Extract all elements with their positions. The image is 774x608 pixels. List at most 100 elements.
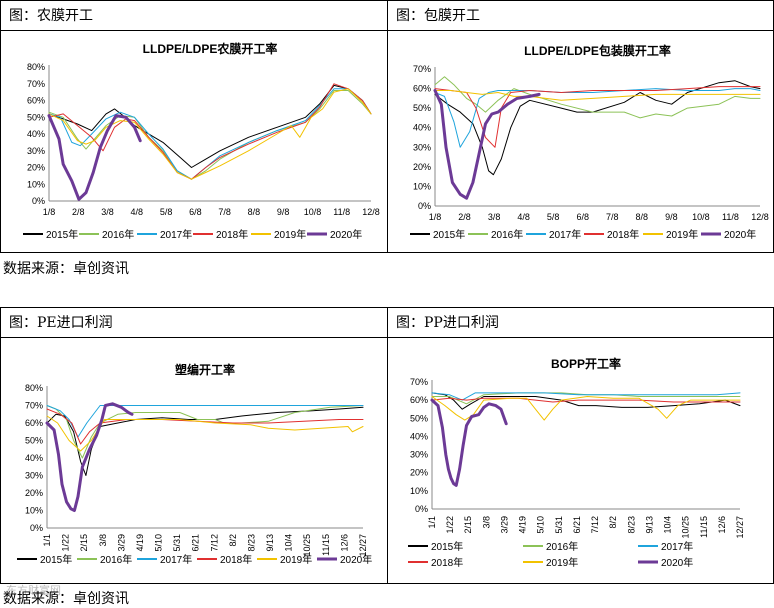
legend-label: 2020年 (661, 556, 693, 569)
x-tick-label: 11/8 (722, 212, 739, 222)
x-tick-label: 6/8 (189, 207, 202, 217)
x-tick-label: 10/4 (284, 534, 294, 552)
series-line-2019年 (48, 88, 372, 180)
series-line-2020年 (433, 89, 541, 200)
legend-label: 2019年 (274, 228, 306, 241)
x-tick-label: 10/25 (302, 534, 312, 557)
y-tick-label: 30% (27, 146, 45, 156)
y-tick-label: 40% (25, 453, 43, 463)
series-line-2017年 (48, 88, 372, 180)
legend-label: 2017年 (661, 540, 693, 553)
x-tick-label: 2/8 (458, 212, 471, 222)
chart-agri-film: LLDPE/LDPE农膜开工率 0% 10% 20% 30% 40% 50% 60% 70% 80… (23, 41, 380, 241)
chart-panel-packaging-film: 图：包膜开工 LLDPE/LDPE包装膜开工率 0% 10% 20% 30% 40% 50%… (387, 0, 774, 253)
y-tick-label: 50% (27, 112, 45, 122)
y-tick-label: 60% (410, 395, 428, 405)
y-tick-label: 80% (27, 62, 45, 72)
y-tick-label: 40% (27, 129, 45, 139)
panel-title: 图：农膜开工 (1, 1, 387, 31)
legend-label: 2016年 (491, 228, 523, 241)
series-line-2015年 (46, 406, 364, 476)
x-tick-label: 3/8 (488, 212, 501, 222)
chart-panel-bopp: 图：PP进口利润 BOPP开工率 0% 10% 20% 30% 40% 50% 60% 70% 1… (387, 307, 774, 584)
x-tick-label: 6/8 (576, 212, 589, 222)
source-note: 数据来源：卓创资讯 (3, 261, 129, 277)
x-tick-label: 7/8 (218, 207, 231, 217)
x-tick-label: 5/31 (554, 516, 564, 534)
x-tick-label: 5/10 (154, 534, 164, 552)
panel-title: 图：PP进口利润 (388, 308, 773, 338)
legend-label: 2018年 (220, 553, 252, 566)
x-tick-label: 3/29 (116, 534, 126, 552)
series-line-2015年 (431, 392, 741, 410)
watermark: 东方财富网 (6, 584, 61, 597)
y-tick-label: 30% (410, 450, 428, 460)
x-tick-label: 4/19 (518, 516, 528, 534)
y-tick-label: 50% (25, 436, 43, 446)
legend-label: 2015年 (40, 553, 72, 566)
x-tick-label: 1/8 (429, 212, 442, 222)
legend-label: 2017年 (549, 228, 581, 241)
x-tick-label: 1/22 (61, 534, 71, 552)
legend-label: 2015年 (433, 228, 465, 241)
y-tick-label: 50% (410, 413, 428, 423)
y-tick-label: 10% (27, 179, 45, 189)
x-tick-label: 10/4 (663, 516, 673, 534)
legend-label: 2017年 (160, 228, 192, 241)
x-tick-label: 8/23 (246, 534, 256, 552)
x-tick-label: 6/21 (191, 534, 201, 552)
series-line-2016年 (46, 405, 364, 459)
legend-label: 2019年 (546, 556, 578, 569)
y-tick-label: 40% (410, 431, 428, 441)
y-tick-label: 70% (25, 401, 43, 411)
x-tick-label: 9/8 (665, 212, 678, 222)
x-tick-label: 12/8 (751, 212, 769, 222)
y-tick-label: 80% (25, 383, 43, 393)
x-tick-label: 9/13 (265, 534, 275, 552)
x-tick-label: 3/29 (499, 516, 509, 534)
legend-label: 2020年 (724, 228, 756, 241)
legend-label: 2020年 (330, 228, 362, 241)
y-tick-label: 10% (25, 506, 43, 516)
x-tick-label: 1/1 (42, 534, 52, 547)
x-tick-label: 12/27 (735, 516, 745, 539)
y-tick-label: 30% (413, 142, 431, 152)
x-tick-label: 8/8 (636, 212, 649, 222)
x-tick-label: 3/8 (101, 207, 114, 217)
y-tick-label: 20% (25, 488, 43, 498)
series-line-2015年 (434, 80, 761, 176)
x-tick-label: 8/2 (608, 516, 618, 529)
series-line-2020年 (47, 114, 142, 201)
x-tick-label: 12/27 (358, 534, 368, 557)
y-tick-label: 10% (410, 486, 428, 496)
series-line-2016年 (434, 76, 761, 119)
legend-label: 2020年 (340, 553, 372, 566)
y-tick-label: 0% (415, 504, 428, 514)
y-tick-label: 0% (32, 196, 45, 206)
chart-bopp: BOPP开工率 0% 10% 20% 30% 40% 50% 60% 70% 1/1 1/22 2/1… (408, 356, 745, 569)
panel-title: 图：包膜开工 (388, 1, 773, 31)
legend-label: 2019年 (280, 553, 312, 566)
chart-title: 塑编开工率 (175, 362, 235, 377)
legend-label: 2019年 (666, 228, 698, 241)
y-tick-label: 20% (413, 162, 431, 172)
y-tick-label: 60% (25, 418, 43, 428)
chart-title: BOPP开工率 (551, 356, 621, 371)
y-tick-label: 60% (27, 96, 45, 106)
x-tick-label: 9/13 (644, 516, 654, 534)
series-line-2019年 (434, 90, 761, 101)
x-tick-label: 12/6 (717, 516, 727, 534)
chart-packaging-film: LLDPE/LDPE包装膜开工率 0% 10% 20% 30% 40% 50% 60% 70% 1… (410, 43, 769, 241)
series-line-2020年 (430, 398, 508, 487)
x-tick-label: 7/12 (590, 516, 600, 534)
y-tick-label: 40% (413, 123, 431, 133)
y-tick-label: 10% (413, 181, 431, 191)
x-tick-label: 5/8 (160, 207, 173, 217)
x-tick-label: 7/8 (606, 212, 619, 222)
series-line-2020年 (45, 402, 134, 512)
y-tick-label: 20% (27, 163, 45, 173)
series-line-2018年 (48, 83, 372, 180)
series-line-2019年 (431, 396, 741, 421)
x-tick-label: 3/8 (98, 534, 108, 547)
x-tick-label: 1/8 (43, 207, 56, 217)
